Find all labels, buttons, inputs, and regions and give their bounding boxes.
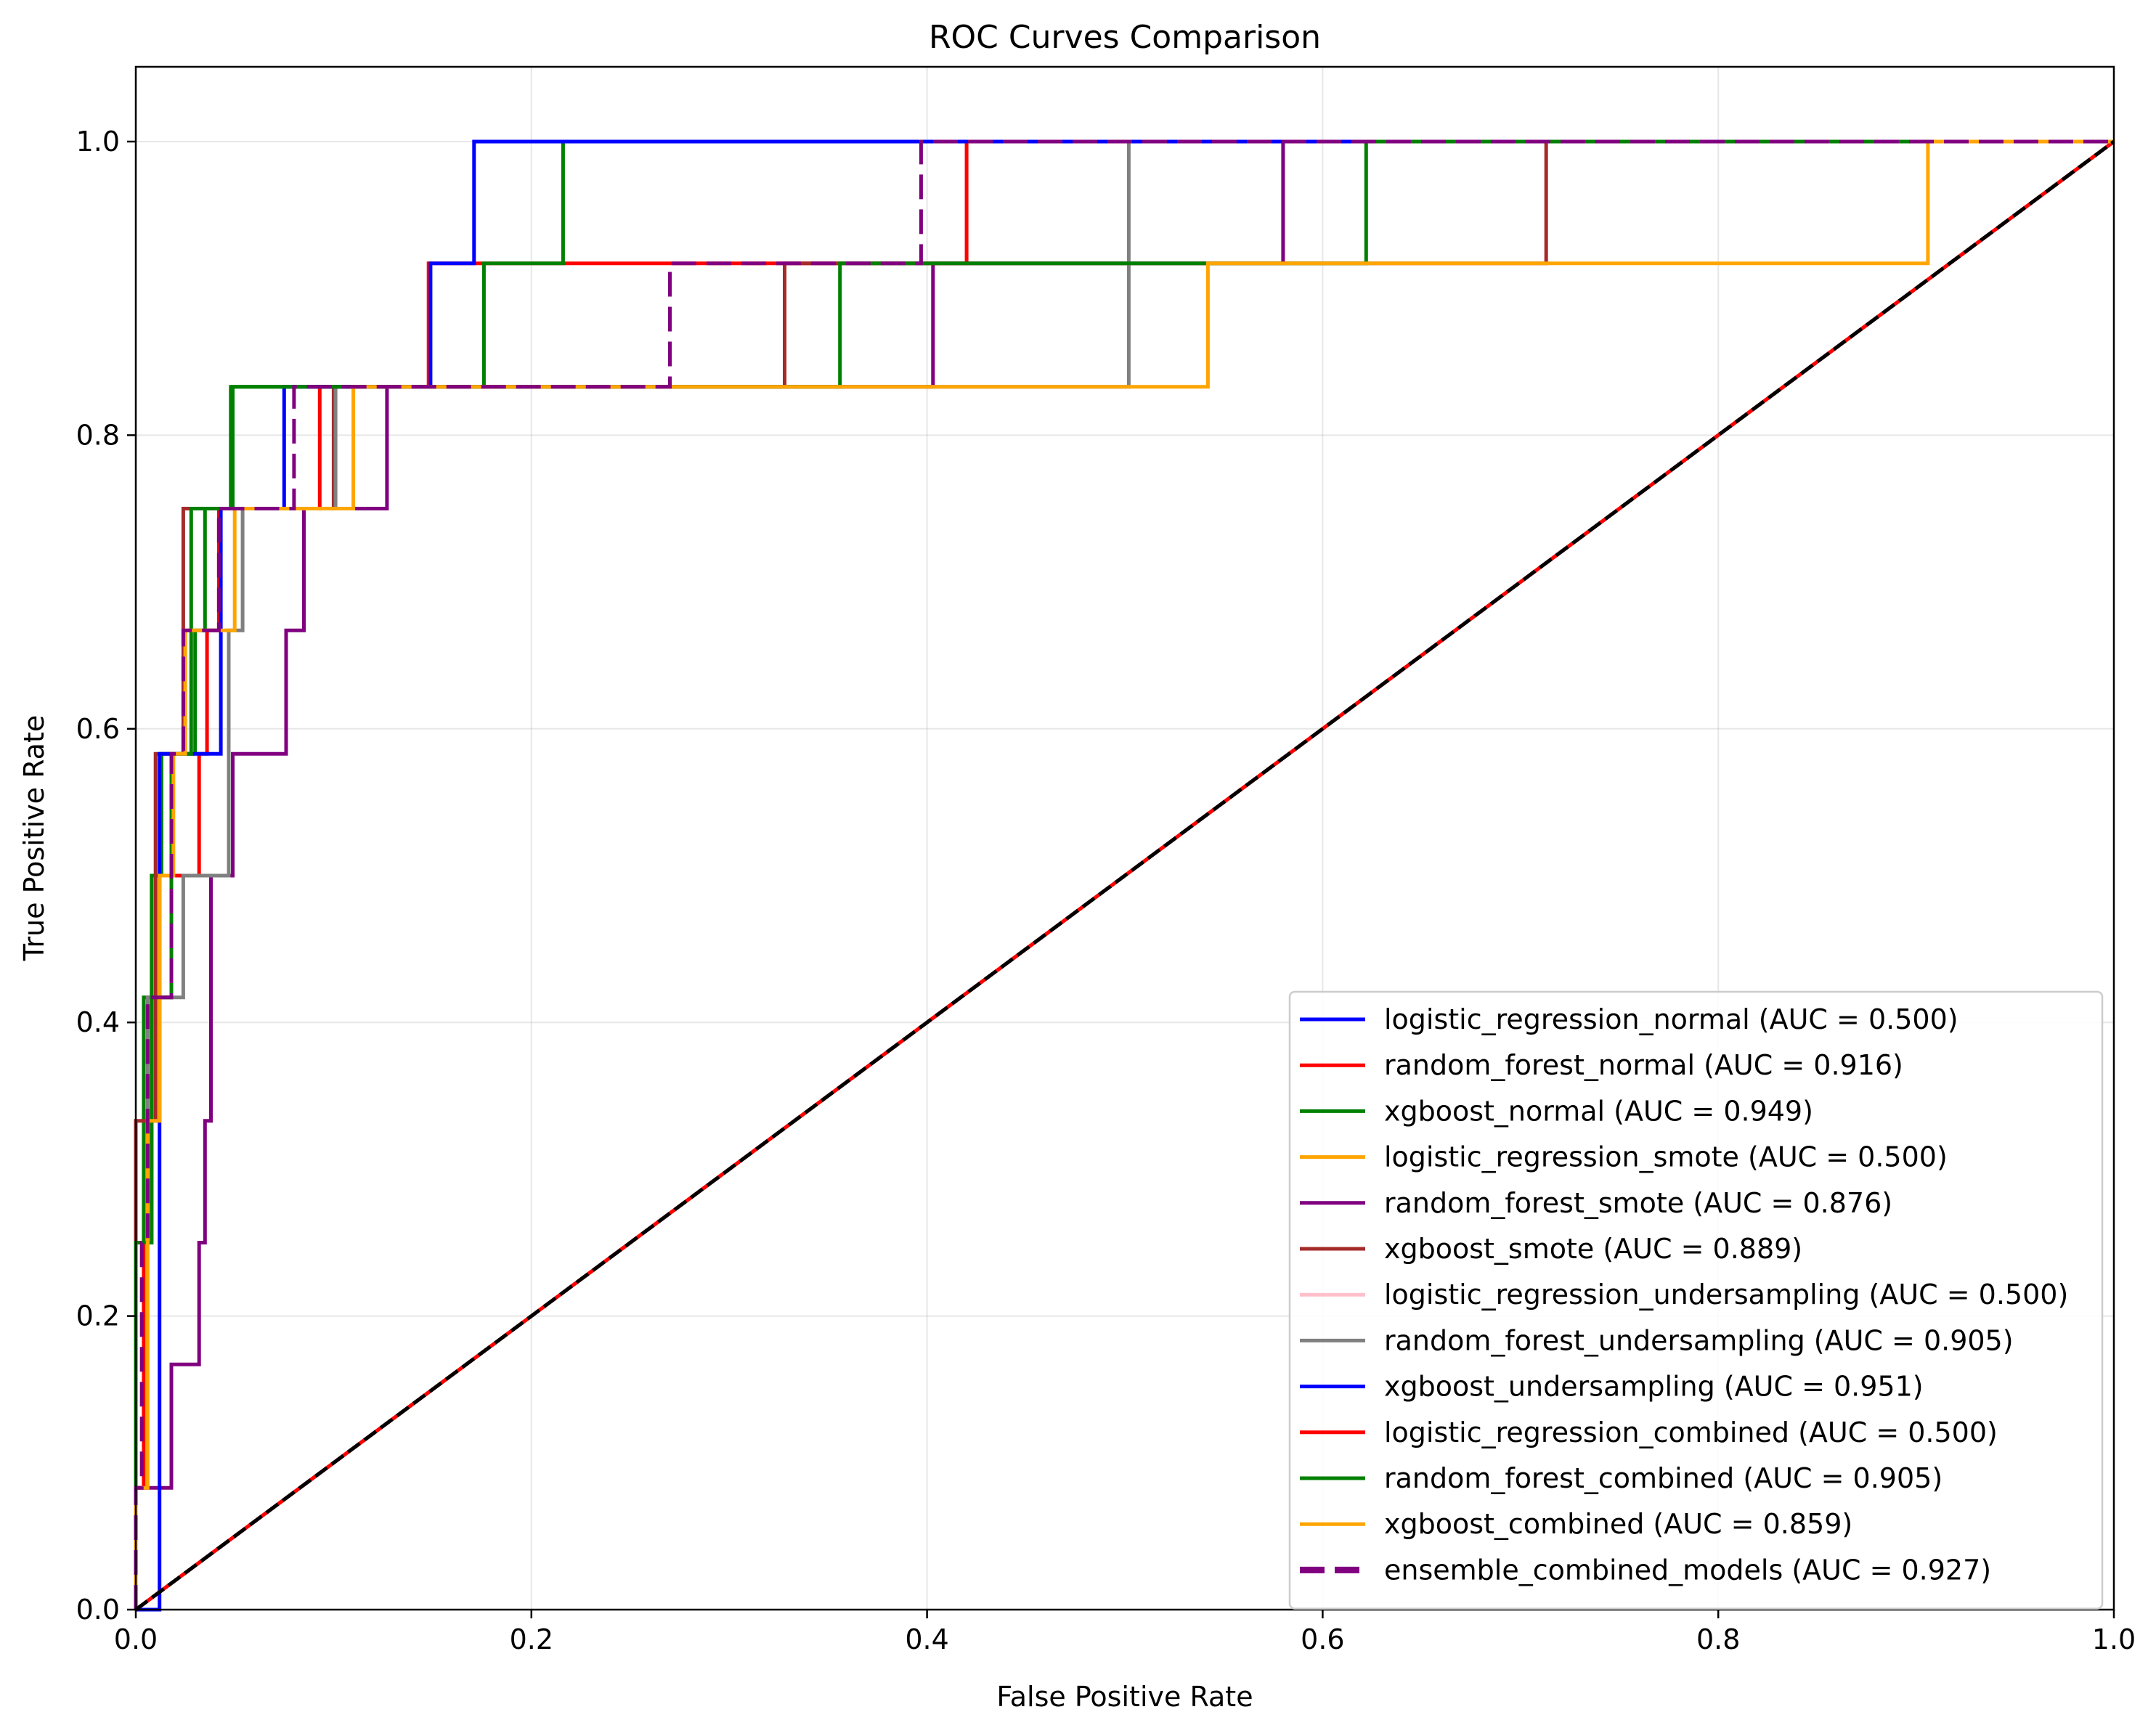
legend-label-12: ensemble_combined_models (AUC = 0.927) bbox=[1384, 1554, 1991, 1586]
plot-frame bbox=[134, 65, 2115, 1611]
x-tick-label: 0.2 bbox=[510, 1623, 553, 1655]
x-tick-label: 0.8 bbox=[1696, 1623, 1740, 1655]
legend-label-1: random_forest_normal (AUC = 0.916) bbox=[1384, 1049, 1903, 1081]
axis-ticks: 0.0 0.2 0.4 0.6 0.8 1.0 0.0 0.2 0.4 0.6 0.8 1.0 bbox=[76, 126, 2136, 1655]
legend: logistic_regression_normal (AUC = 0.500)… bbox=[1288, 990, 2104, 1610]
reference-diagonal-line bbox=[134, 139, 2115, 1612]
y-tick-label: 0.6 bbox=[76, 713, 120, 745]
x-tick-label: 0.4 bbox=[905, 1623, 948, 1655]
legend-label-4: random_forest_smote (AUC = 0.876) bbox=[1384, 1187, 1892, 1219]
legend-label-0: logistic_regression_normal (AUC = 0.500) bbox=[1384, 1003, 1958, 1035]
y-tick-label: 0.2 bbox=[76, 1300, 120, 1332]
chart-title: ROC Curves Comparison bbox=[929, 19, 1321, 56]
y-tick-label: 0.8 bbox=[76, 419, 120, 451]
roc-curve-10 bbox=[134, 139, 2114, 1610]
curves-layer bbox=[134, 139, 2115, 1612]
y-tick-label: 0.4 bbox=[76, 1006, 120, 1038]
roc-curve-4 bbox=[134, 139, 2114, 1610]
x-tick-label: 0.6 bbox=[1301, 1623, 1344, 1655]
legend-label-9: logistic_regression_combined (AUC = 0.50… bbox=[1384, 1417, 1998, 1448]
y-axis-label: True Positive Rate bbox=[18, 715, 50, 962]
legend-label-8: xgboost_undersampling (AUC = 0.951) bbox=[1384, 1371, 1924, 1403]
legend-label-11: xgboost_combined (AUC = 0.859) bbox=[1384, 1508, 1852, 1540]
legend-label-7: random_forest_undersampling (AUC = 0.905… bbox=[1384, 1324, 2014, 1356]
roc-curve-12 bbox=[134, 139, 2114, 1610]
y-tick-label: 0.0 bbox=[76, 1594, 120, 1626]
grid-lines bbox=[135, 67, 2115, 1610]
legend-label-2: xgboost_normal (AUC = 0.949) bbox=[1384, 1095, 1813, 1127]
x-tick-label: 1.0 bbox=[2092, 1623, 2136, 1655]
legend-label-10: random_forest_combined (AUC = 0.905) bbox=[1384, 1462, 1943, 1494]
legend-label-3: logistic_regression_smote (AUC = 0.500) bbox=[1384, 1141, 1948, 1173]
x-tick-label: 0.0 bbox=[114, 1623, 158, 1655]
legend-label-6: logistic_regression_undersampling (AUC =… bbox=[1384, 1279, 2068, 1311]
legend-box bbox=[1288, 990, 2104, 1610]
legend-label-5: xgboost_smote (AUC = 0.889) bbox=[1384, 1233, 1802, 1265]
x-axis-label: False Positive Rate bbox=[996, 1681, 1253, 1713]
y-tick-label: 1.0 bbox=[76, 126, 120, 158]
